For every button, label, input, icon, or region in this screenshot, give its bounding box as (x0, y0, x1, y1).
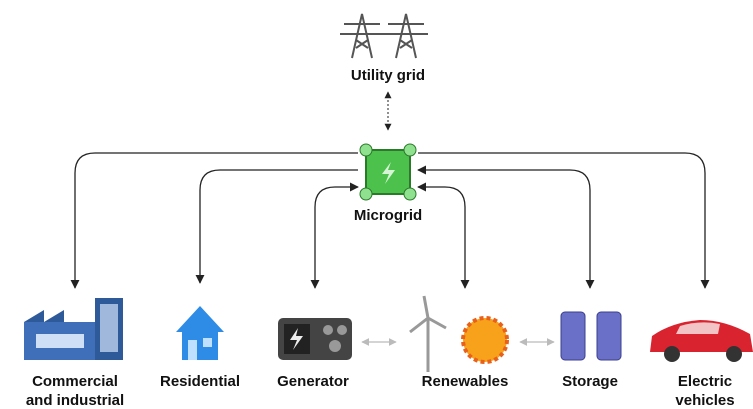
node-label: Residential (160, 373, 240, 390)
microgrid-label: Microgrid (354, 207, 422, 224)
node-label: Commercial (32, 373, 118, 390)
storage-icon (560, 311, 622, 361)
pylon-icon (340, 13, 428, 59)
generator-icon (278, 318, 352, 360)
node-label: Renewables (422, 373, 509, 390)
node-label: Storage (562, 373, 618, 390)
utility-label: Utility grid (351, 67, 425, 84)
house-icon (176, 306, 224, 360)
factory-icon (24, 298, 123, 360)
node-label: vehicles (675, 392, 734, 409)
renewables-icon (409, 295, 509, 372)
node-label: Generator (277, 373, 349, 390)
links (70, 152, 710, 346)
node-label: Electric (678, 373, 732, 390)
microgrid-icon (359, 143, 417, 201)
car-icon (650, 320, 753, 362)
node-label: and industrial (26, 392, 124, 409)
